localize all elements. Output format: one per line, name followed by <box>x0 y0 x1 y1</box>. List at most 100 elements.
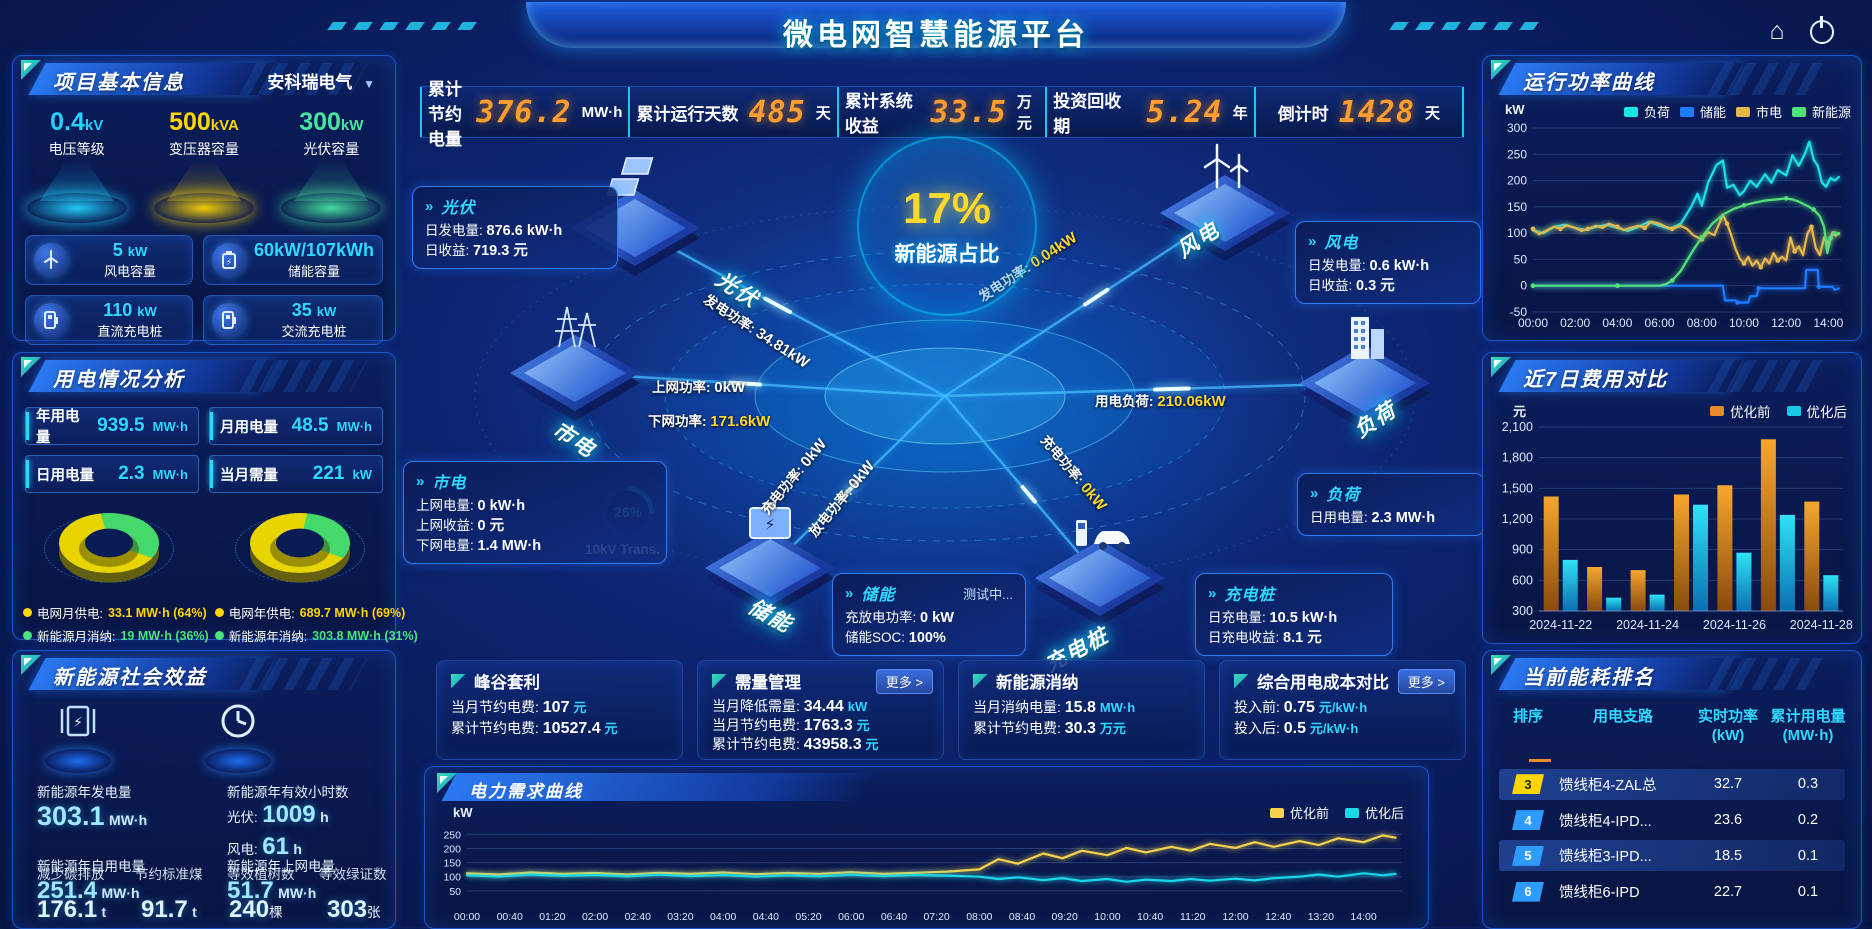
card-ac-charger: 35 kW 交流充电桩 <box>202 295 383 345</box>
stat-month-demand: 当月需量 221 kW <box>209 455 383 493</box>
panel-power-curve: 运行功率曲线 kW 负荷 储能 市电 新能源 300 250 200 150 100 50 0 -5… <box>1482 55 1862 341</box>
svg-text:00:00: 00:00 <box>454 911 480 923</box>
chart-legend[interactable]: 优化前 优化后 <box>1269 803 1404 822</box>
wind-turbine-icon <box>34 243 68 277</box>
wind-turbines-illustration <box>1160 143 1290 261</box>
panel-cost-compare: 近7日费用对比 元 优化前 优化后 2,100 1,800 1,500 1,200 900… <box>1482 352 1862 644</box>
legend-item[interactable]: 负荷 <box>1623 102 1670 121</box>
legend-item[interactable]: 新能源 <box>1791 102 1851 121</box>
home-icon[interactable]: ⌂ <box>1769 17 1785 45</box>
header-deco-right <box>1389 22 1545 30</box>
flow-load-power: 用电负荷: 210.06kW <box>1095 393 1226 410</box>
infobox-charger: » 充电桩 日充电量: 10.5 kW·h 日充电收益: 8.1 元 <box>1195 573 1393 656</box>
svg-text:⚡: ⚡ <box>226 257 232 267</box>
benefit-trees-label: 等效植树数 <box>227 867 295 882</box>
svg-text:2024-11-28: 2024-11-28 <box>1790 618 1853 632</box>
svg-text:04:00: 04:00 <box>1602 316 1632 330</box>
box-newenergy-consumption: 新能源消纳 当月消纳电量: 15.8 MW·h 累计节约电费: 30.3 万元 <box>958 660 1205 760</box>
svg-text:2024-11-24: 2024-11-24 <box>1616 618 1679 632</box>
header-decoration <box>526 2 1346 48</box>
svg-text:06:00: 06:00 <box>838 911 864 923</box>
svg-text:1,200: 1,200 <box>1502 512 1533 526</box>
charger-icon <box>211 303 246 337</box>
wind-turbine-icon <box>1203 143 1249 189</box>
building-icon <box>1351 317 1384 359</box>
svg-text:250: 250 <box>443 829 461 841</box>
panel-demand-curve: 电力需求曲线 kW 优化前 优化后 250 200 150 100 50 00:00 00:4… <box>424 766 1429 929</box>
chevron-icon: » <box>1310 484 1319 502</box>
kpi-topbar: 累计节约电量 376.2 MW·h 累计运行天数 485 天 累计系统收益 33… <box>420 80 1465 149</box>
new-energy-ratio-label: 新能源占比 <box>894 243 1000 266</box>
svg-text:-50: -50 <box>1510 305 1528 319</box>
ev-car-icon <box>1076 520 1130 550</box>
legend-item[interactable]: 市电 <box>1735 102 1782 121</box>
donut-year-chart <box>225 507 375 591</box>
kpi-total-income: 累计系统收益 33.5 万元 <box>836 87 1045 137</box>
svg-text:02:40: 02:40 <box>625 911 651 923</box>
scroll-indicator <box>1529 759 1551 762</box>
svg-text:05:20: 05:20 <box>795 911 821 923</box>
svg-text:14:00: 14:00 <box>1813 316 1843 330</box>
svg-text:12:40: 12:40 <box>1265 911 1291 923</box>
svg-text:11:20: 11:20 <box>1180 911 1206 923</box>
legend-grid-month: 电网月供电: 33.1 MW·h (64%) <box>23 603 209 622</box>
company-dropdown[interactable]: 安科瑞电气 ▼ <box>267 73 375 92</box>
box-demand-management: 需量管理 更多 > 当月降低需量: 34.44 kW 当月节约电费: 1763.… <box>697 660 944 760</box>
header-deco-left <box>327 22 483 30</box>
svg-text:01:20: 01:20 <box>539 911 565 923</box>
svg-text:09:20: 09:20 <box>1052 911 1078 923</box>
clock-icon <box>201 699 275 773</box>
legend-item[interactable]: 优化后 <box>1344 803 1404 822</box>
svg-text:00:00: 00:00 <box>1518 316 1548 330</box>
svg-text:02:00: 02:00 <box>1560 316 1590 330</box>
grid-towers-illustration <box>510 306 640 421</box>
svg-text:⚡: ⚡ <box>73 714 83 730</box>
legend-item[interactable]: 优化前 <box>1269 803 1329 822</box>
panel-title: 项目基本信息 <box>53 72 185 94</box>
charger-icon <box>34 303 68 337</box>
pedestal-pv-capacity: 300kW 光伏容量 <box>272 108 390 223</box>
battery-icon: ⚡ <box>749 502 791 539</box>
more-button[interactable]: 更多 > <box>875 669 933 694</box>
card-wind-capacity: 5 kW 风电容量 <box>25 235 193 285</box>
legend-newenergy-year: 新能源年消纳: 303.8 MW·h (31%) <box>214 626 418 645</box>
benefit-self-label: 新能源年自用电量 <box>37 859 145 874</box>
benefit-trees-value: 240棵 <box>229 896 283 923</box>
flow-grid-export: 上网功率: 0kW <box>652 379 746 396</box>
box-cost-comparison: 综合用电成本对比 更多 > 投入前: 0.75 元/kW·h 投入后: 0.5 … <box>1219 660 1466 760</box>
panel-corner-icon <box>451 673 466 689</box>
kpi-total-saved-energy: 累计节约电量 376.2 MW·h <box>420 80 628 149</box>
benefit-self-value: 251.4 MW·h <box>37 877 140 904</box>
benefit-certs-value: 303张 <box>327 896 381 923</box>
chevron-icon: » <box>425 197 434 215</box>
flow-grid-import: 下网功率: 171.6kW <box>648 413 771 430</box>
legend-newenergy-month: 新能源月消纳: 19 MW·h (36%) <box>23 626 209 645</box>
svg-text:100: 100 <box>1507 226 1527 240</box>
panel-title: 当前能耗排名 <box>1523 667 1655 689</box>
card-dc-charger: 110 kW 直流充电桩 <box>25 295 193 345</box>
donut-month-chart <box>34 507 184 591</box>
pedestal-transformer: 500kVA 变压器容量 <box>145 108 263 223</box>
more-button[interactable]: 更多 > <box>1397 669 1455 694</box>
stat-month-usage: 月用电量 48.5 MW·h <box>209 407 383 445</box>
app-header: 微电网智慧能源平台 ⌂ <box>0 0 1872 56</box>
svg-text:150: 150 <box>443 858 461 870</box>
battery-container-illustration: ⚡ <box>705 502 835 616</box>
y-axis-unit: kW <box>453 805 473 820</box>
benefit-gen-value: 303.1 MW·h <box>37 801 148 831</box>
chart-legend[interactable]: 负荷 储能 市电 新能源 <box>1623 102 1851 121</box>
panel-project-info: 项目基本信息 安科瑞电气 ▼ 0.4kV 电压等级 500kVA 变压器容量 3… <box>12 55 396 345</box>
chart-legend[interactable]: 优化前 优化后 <box>1710 401 1847 421</box>
svg-text:03:20: 03:20 <box>667 911 693 923</box>
legend-item[interactable]: 储能 <box>1679 102 1726 121</box>
svg-text:100: 100 <box>443 872 461 884</box>
svg-text:14:00: 14:00 <box>1350 911 1376 923</box>
rank-badge: 4 <box>1512 810 1544 831</box>
legend-item[interactable]: 优化后 <box>1786 401 1847 421</box>
legend-item[interactable]: 优化前 <box>1710 401 1771 421</box>
power-icon[interactable] <box>1810 16 1834 44</box>
card-storage-capacity: ⚡ 60kW/107kWh 储能容量 <box>202 235 383 285</box>
svg-text:12:00: 12:00 <box>1771 316 1801 330</box>
svg-text:06:40: 06:40 <box>881 911 907 923</box>
benefit-coal-value: 91.7 t <box>141 896 197 923</box>
